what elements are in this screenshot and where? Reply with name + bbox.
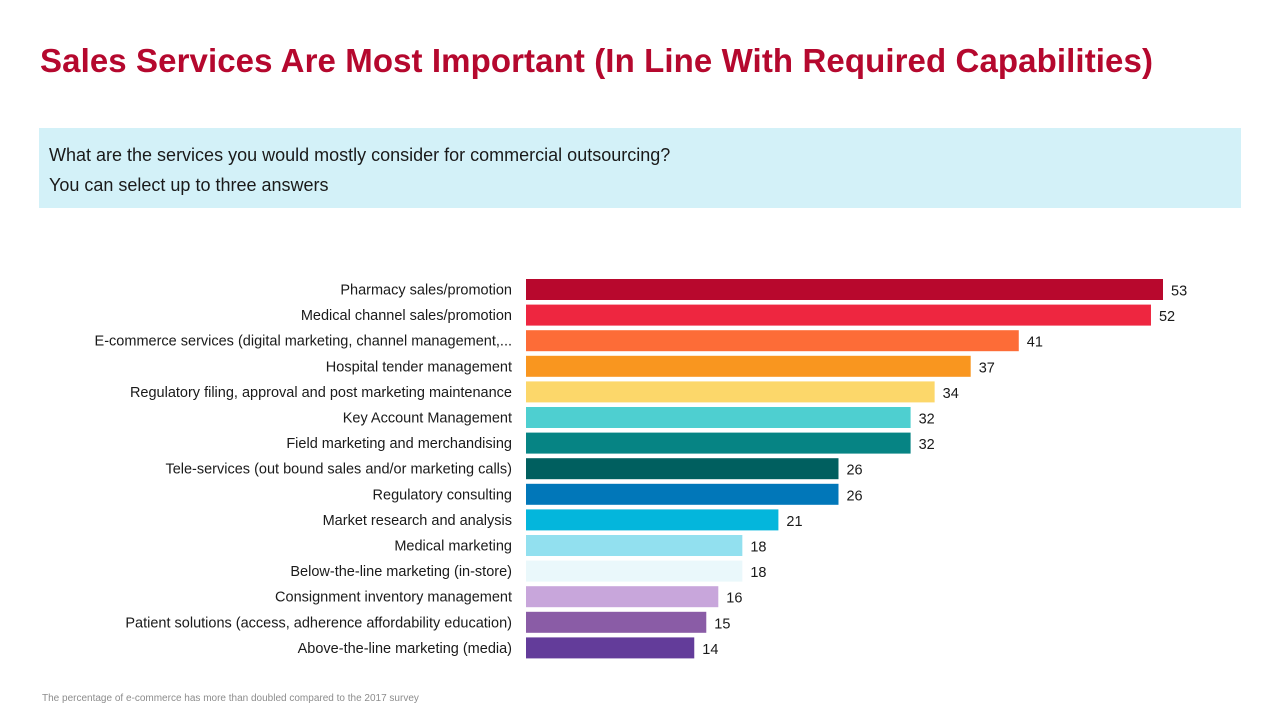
category-label: Hospital tender management (326, 359, 512, 375)
bar (526, 407, 911, 428)
bar (526, 535, 743, 556)
category-label: Medical channel sales/promotion (301, 308, 512, 324)
data-label: 21 (786, 514, 802, 530)
data-label: 18 (750, 565, 766, 581)
footnote: The percentage of e-commerce has more th… (42, 693, 419, 704)
bar (526, 458, 839, 480)
bar (526, 611, 707, 633)
category-label: Medical marketing (394, 539, 512, 555)
question-instruction: You can select up to three answers (49, 175, 329, 195)
bar (526, 483, 839, 505)
category-label: Regulatory consulting (373, 487, 512, 503)
category-label: Consignment inventory management (275, 590, 512, 606)
data-label: 53 (1171, 284, 1187, 300)
data-label: 18 (750, 540, 766, 556)
data-label: 14 (702, 642, 718, 658)
bar (526, 560, 743, 582)
data-label: 34 (943, 386, 959, 402)
category-label: Market research and analysis (323, 513, 512, 529)
data-label: 15 (714, 616, 730, 632)
bar (526, 279, 1163, 300)
category-label: Key Account Management (343, 411, 512, 427)
bar (526, 304, 1151, 326)
data-label: 37 (979, 360, 995, 376)
bar (526, 355, 971, 377)
category-label: Pharmacy sales/promotion (340, 283, 512, 299)
data-label: 41 (1027, 335, 1043, 351)
page-title: Sales Services Are Most Important (In Li… (40, 42, 1154, 79)
bar (526, 330, 1019, 352)
data-label: 32 (919, 412, 935, 428)
data-label: 26 (846, 463, 862, 479)
data-label: 52 (1159, 309, 1175, 325)
category-label: Above-the-line marketing (media) (298, 641, 512, 657)
category-label: Patient solutions (access, adherence aff… (125, 615, 512, 631)
bar (526, 432, 911, 454)
data-label: 26 (846, 488, 862, 504)
bar (526, 509, 779, 531)
bar (526, 586, 719, 608)
bar (526, 381, 935, 403)
category-label: E-commerce services (digital marketing, … (95, 334, 512, 350)
category-label: Regulatory filing, approval and post mar… (130, 385, 512, 401)
data-label: 32 (919, 437, 935, 453)
question-text: What are the services you would mostly c… (49, 145, 671, 165)
bar (526, 637, 695, 659)
category-label: Below-the-line marketing (in-store) (290, 564, 512, 580)
category-label: Tele-services (out bound sales and/or ma… (165, 462, 512, 478)
data-label: 16 (726, 591, 742, 607)
category-label: Field marketing and merchandising (286, 436, 512, 452)
question-box: What are the services you would mostly c… (39, 128, 1241, 208)
